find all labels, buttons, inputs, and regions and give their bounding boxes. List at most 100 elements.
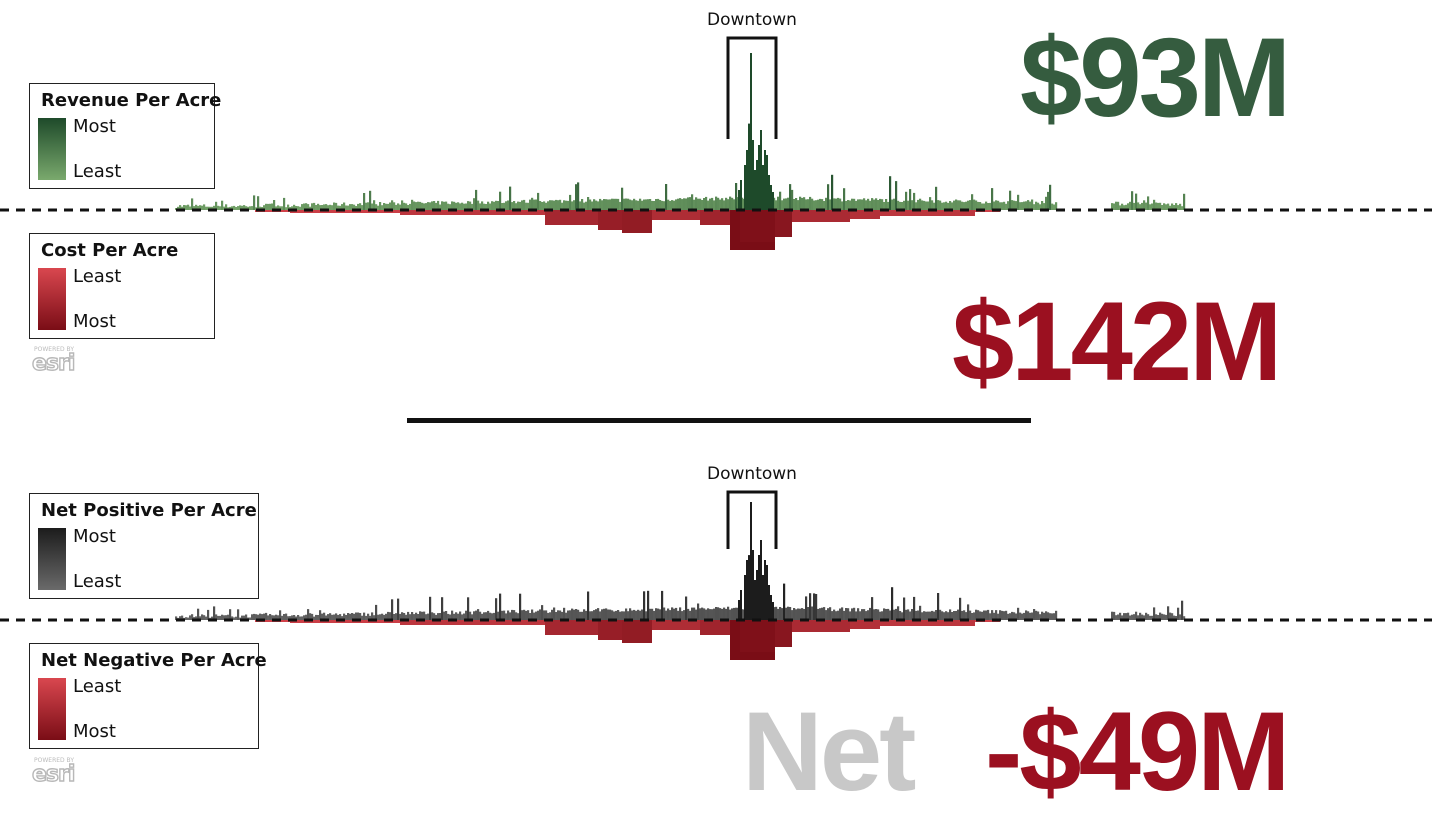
up-bar	[915, 202, 918, 210]
up-bar	[989, 613, 992, 620]
up-bar	[339, 205, 342, 210]
up-bar	[513, 201, 516, 210]
up-bar	[853, 198, 856, 210]
up-bar	[573, 200, 576, 210]
up-bar	[961, 610, 964, 620]
up-bar	[829, 199, 832, 210]
up-bar	[421, 202, 424, 210]
up-bar	[305, 614, 308, 620]
legend-net-negative-gradient	[38, 678, 66, 740]
up-bar-downtown	[756, 160, 758, 210]
up-bar	[457, 202, 460, 210]
up-bar	[583, 202, 586, 210]
up-bar	[1183, 616, 1186, 620]
up-bar	[783, 583, 786, 620]
up-bar	[447, 613, 450, 620]
up-bar	[969, 200, 972, 210]
up-bar	[867, 610, 870, 620]
up-bar	[651, 608, 654, 620]
up-bar	[1121, 203, 1124, 210]
up-bar	[241, 205, 244, 210]
legend-net-negative-title: Net Negative Per Acre	[41, 650, 267, 671]
up-bar	[949, 609, 952, 620]
up-bar	[265, 612, 268, 620]
up-bar	[289, 616, 292, 620]
up-bar	[1133, 202, 1136, 210]
down-bar	[400, 210, 545, 215]
up-bar	[987, 609, 990, 620]
up-bar	[437, 613, 440, 620]
up-bar	[661, 200, 664, 210]
up-bar	[583, 609, 586, 620]
up-bar	[831, 611, 834, 620]
up-bar	[899, 611, 902, 620]
up-bar	[331, 614, 334, 620]
up-bar	[553, 200, 556, 210]
up-bar	[429, 596, 432, 620]
up-bar	[897, 606, 900, 620]
up-bar	[797, 608, 800, 620]
down-bar	[622, 210, 652, 233]
up-bar	[897, 200, 900, 210]
up-bar	[785, 607, 788, 620]
up-bar	[943, 612, 946, 620]
up-bar	[1113, 203, 1116, 210]
up-bar	[711, 609, 714, 620]
up-bar	[927, 201, 930, 210]
up-bar	[1041, 611, 1044, 620]
up-bar	[527, 610, 530, 620]
up-bar	[1125, 613, 1128, 620]
up-bar	[549, 612, 552, 620]
up-bar	[385, 203, 388, 210]
up-bar	[183, 205, 186, 210]
up-bar-downtown	[760, 130, 762, 210]
up-bar	[391, 599, 394, 620]
up-bar	[983, 203, 986, 210]
up-bar	[261, 614, 264, 620]
up-bar	[1029, 612, 1032, 620]
up-bar	[531, 609, 534, 620]
up-bar	[811, 606, 814, 620]
up-bar	[699, 198, 702, 210]
up-bar	[875, 198, 878, 210]
up-bar	[297, 615, 300, 620]
up-bar	[449, 204, 452, 210]
up-bar	[689, 610, 692, 620]
up-bar	[843, 188, 846, 210]
up-bar	[909, 189, 912, 210]
up-bar	[695, 609, 698, 620]
up-bar	[641, 200, 644, 210]
up-bar	[959, 200, 962, 210]
up-bar	[961, 201, 964, 210]
up-bar	[581, 611, 584, 620]
up-bar	[847, 200, 850, 210]
up-bar	[741, 197, 744, 210]
up-bar	[681, 611, 684, 620]
up-bar	[311, 613, 314, 620]
up-bar	[881, 199, 884, 210]
up-bar	[965, 612, 968, 620]
legend-net-positive-title: Net Positive Per Acre	[41, 500, 257, 521]
up-bar	[473, 611, 476, 620]
up-bar	[201, 205, 204, 210]
up-bar-downtown	[758, 145, 760, 210]
up-bar-downtown	[766, 565, 768, 620]
up-bar	[1173, 615, 1176, 620]
up-bar-downtown	[770, 185, 772, 210]
up-bar	[875, 609, 878, 620]
up-bar	[1121, 615, 1124, 620]
up-bar	[655, 199, 658, 210]
up-bar	[529, 613, 532, 620]
up-bar	[283, 614, 286, 620]
up-bar	[975, 200, 978, 210]
up-bar-downtown	[750, 53, 752, 210]
up-bar	[503, 610, 506, 620]
up-bar	[197, 608, 200, 620]
up-bar	[993, 612, 996, 620]
up-bar-downtown	[740, 590, 742, 620]
up-bar	[1131, 614, 1134, 620]
up-bar	[953, 611, 956, 620]
up-bar	[997, 200, 1000, 210]
up-bar-downtown	[772, 602, 774, 620]
up-bar	[967, 200, 970, 210]
